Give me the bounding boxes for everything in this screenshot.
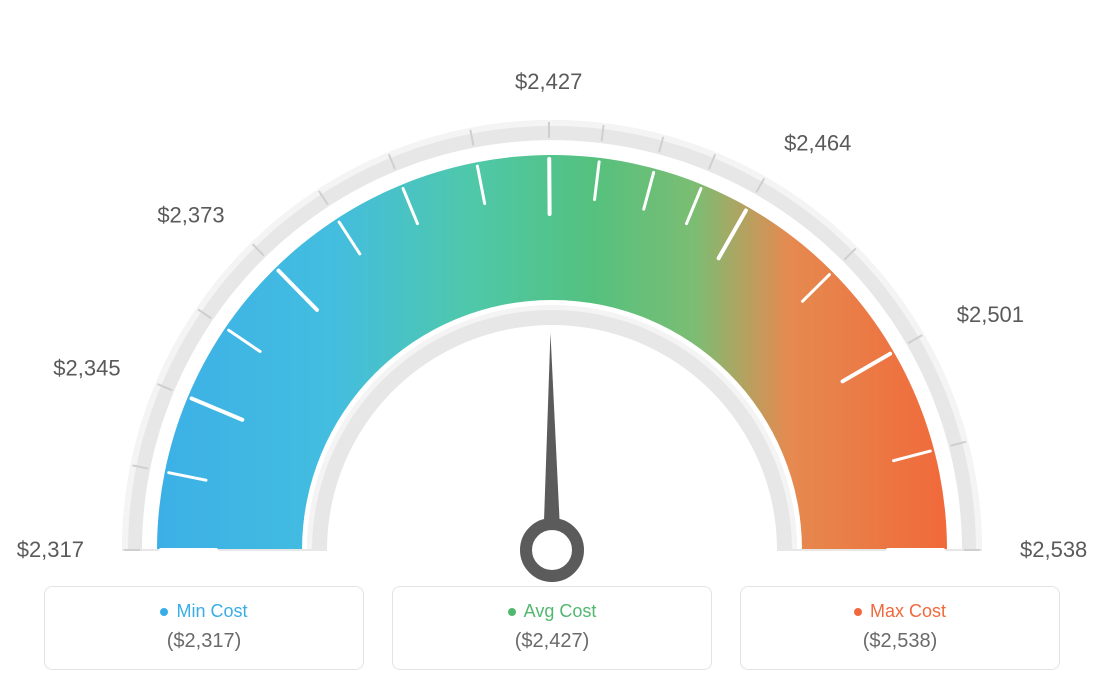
gauge-area: $2,317 $2,345 $2,373 $2,427 $2,464 $2,501 $2,5… <box>0 0 1104 560</box>
legend-value-avg: ($2,427) <box>411 630 693 653</box>
gauge-tick-label: $2,501 <box>957 302 1024 327</box>
legend-title-avg: Avg Cost <box>508 601 597 622</box>
legend-title-min-text: Min Cost <box>176 601 247 622</box>
legend-title-min: Min Cost <box>160 601 247 622</box>
gauge-tick-label: $2,373 <box>157 203 224 228</box>
legend-value-max: ($2,538) <box>759 630 1041 653</box>
gauge-svg: $2,317 $2,345 $2,373 $2,427 $2,464 $2,501 $2,5… <box>0 40 1104 600</box>
gauge-tick-label: $2,317 <box>17 537 84 562</box>
gauge-tick-label: $2,345 <box>53 356 120 381</box>
legend-box-avg: Avg Cost ($2,427) <box>392 586 712 670</box>
legend-title-max: Max Cost <box>854 601 946 622</box>
legend-dot-avg <box>508 608 516 616</box>
legend-dot-min <box>160 608 168 616</box>
gauge-tick-label: $2,464 <box>784 131 851 156</box>
legend-box-max: Max Cost ($2,538) <box>740 586 1060 670</box>
gauge-tick-label: $2,427 <box>515 69 582 94</box>
gauge-tick-label: $2,538 <box>1020 537 1087 562</box>
legend-title-avg-text: Avg Cost <box>524 601 597 622</box>
legend-title-max-text: Max Cost <box>870 601 946 622</box>
legend-dot-max <box>854 608 862 616</box>
legend-row: Min Cost ($2,317) Avg Cost ($2,427) Max … <box>0 586 1104 670</box>
legend-value-min: ($2,317) <box>63 630 345 653</box>
gauge-needle <box>543 333 561 550</box>
cost-gauge-chart: $2,317 $2,345 $2,373 $2,427 $2,464 $2,501 $2,5… <box>0 0 1104 690</box>
legend-box-min: Min Cost ($2,317) <box>44 586 364 670</box>
